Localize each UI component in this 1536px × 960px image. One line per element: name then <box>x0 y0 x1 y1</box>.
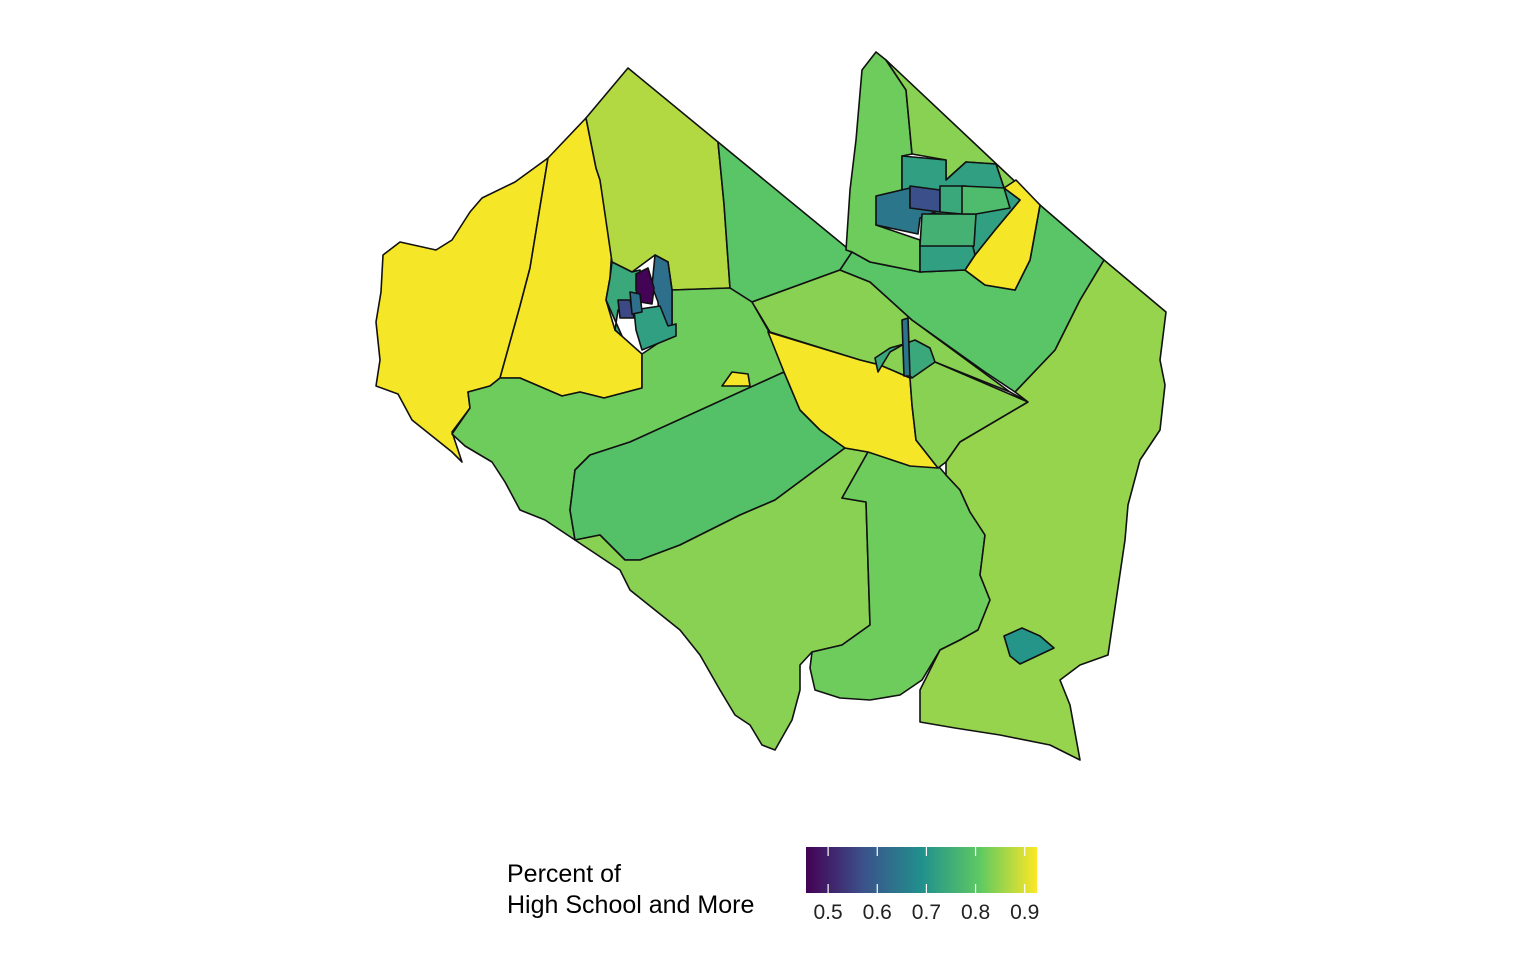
east-large-tract <box>919 259 1167 761</box>
central-diagonal-tract <box>767 331 939 469</box>
legend-tick-label: 0.7 <box>911 901 942 924</box>
legend-tick-label: 0.5 <box>813 901 843 924</box>
colorbar-gradient <box>806 847 1037 893</box>
legend: Percent of High School and More 0.5 0.6 0.… <box>505 845 1065 945</box>
legend-tick-labels: 0.5 0.6 0.7 0.8 0.9 <box>806 901 1040 931</box>
central-town-strip <box>901 317 911 377</box>
legend-title: Percent of High School and More <box>507 859 754 921</box>
legend-tick-label: 0.9 <box>1010 901 1040 924</box>
small-enclave-tract <box>721 371 751 387</box>
southeast-enclave-tract <box>1003 627 1055 665</box>
west-town-tract-5 <box>633 305 677 351</box>
west-town-tract-6 <box>629 291 643 315</box>
legend-tick-label: 0.6 <box>862 901 892 924</box>
town-tract-4 <box>909 185 941 213</box>
legend-title-line1: Percent of <box>507 860 621 888</box>
legend-tick-label: 0.8 <box>960 901 991 924</box>
legend-title-line2: High School and More <box>507 891 755 919</box>
choropleth-map <box>375 51 1167 761</box>
legend-colorbar <box>806 847 1037 893</box>
map-canvas <box>375 51 1167 761</box>
town-tract-6 <box>919 213 977 247</box>
town-tract-7 <box>961 185 1011 215</box>
